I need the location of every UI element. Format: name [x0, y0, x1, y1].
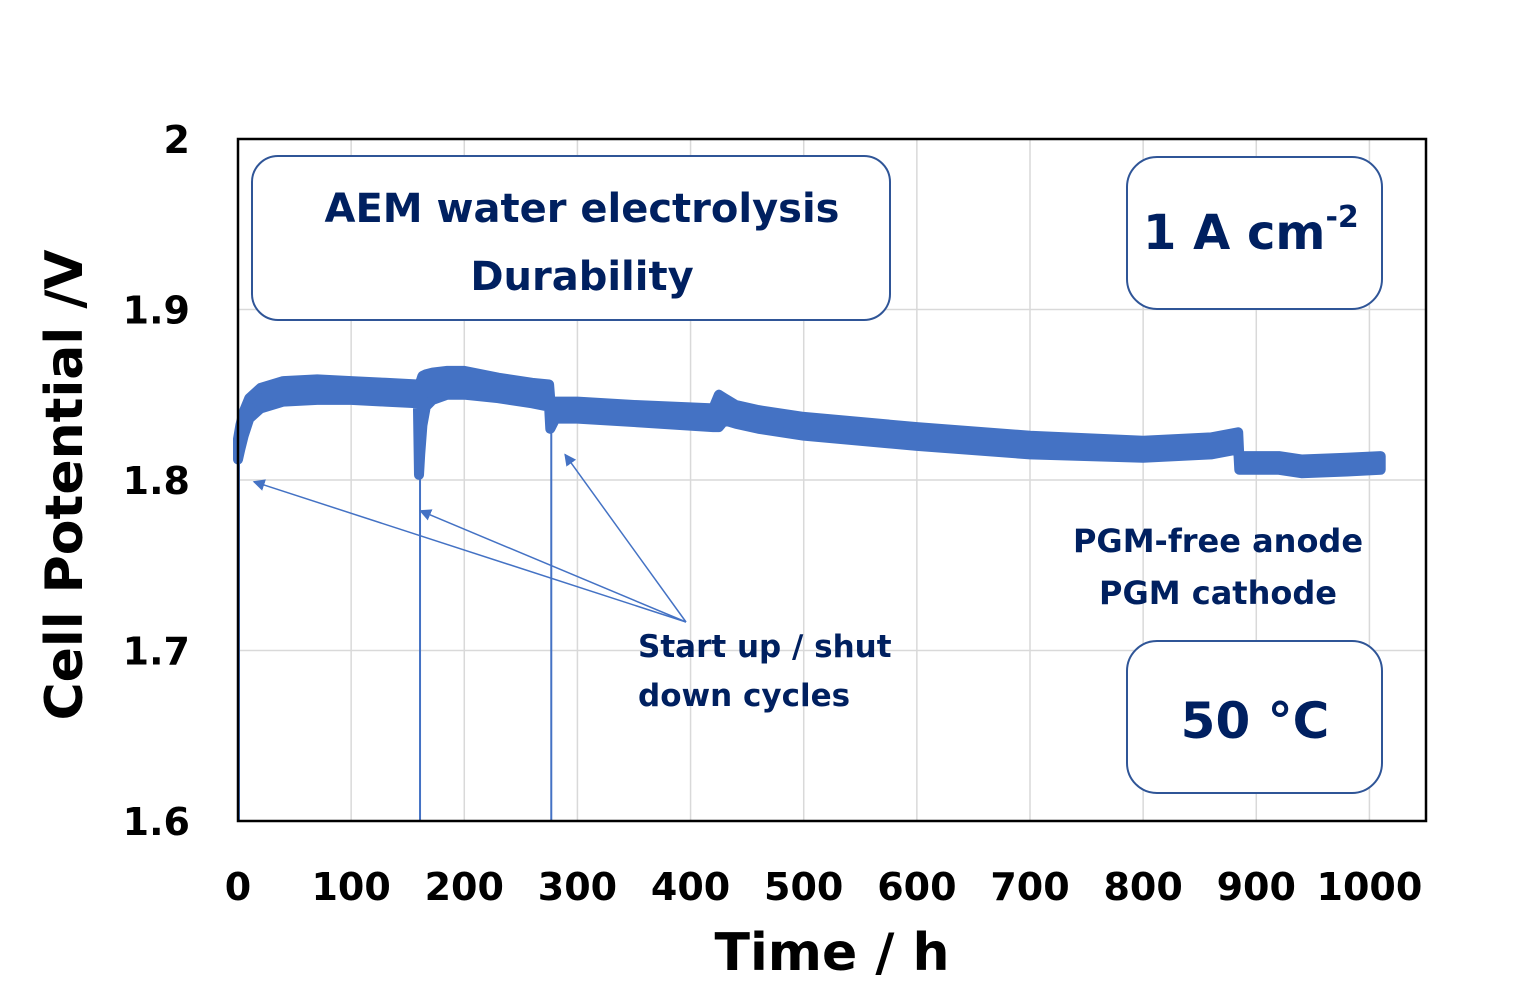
y-tick-label: 1.7	[123, 630, 190, 674]
x-tick-labels: 0 100 200 300 400 500 600 700 800 900 1000	[225, 865, 1423, 909]
electrodes-line-1: PGM-free anode	[1073, 522, 1363, 560]
annotation-arrow	[564, 453, 687, 623]
title-line-1: AEM water electrolysis	[325, 186, 840, 232]
y-tick-label: 1.9	[123, 289, 190, 333]
x-tick-label: 400	[651, 865, 730, 909]
data-band	[233, 365, 1386, 480]
data-band-layer	[233, 365, 1386, 480]
x-tick-label: 600	[877, 865, 956, 909]
annotation-arrow	[252, 479, 687, 623]
plot-frame	[236, 137, 1428, 823]
y-tick-label: 2	[164, 118, 190, 162]
x-tick-label: 100	[311, 865, 390, 909]
y-tick-label: 1.6	[123, 800, 190, 844]
x-tick-label: 300	[538, 865, 617, 909]
temperature-label: 50 °C	[1181, 692, 1330, 750]
current-density-value: 1 A cm	[1143, 205, 1325, 261]
temperature-box	[1126, 640, 1383, 794]
x-tick-label: 800	[1103, 865, 1182, 909]
current-density-exponent: -2	[1325, 200, 1358, 235]
x-tick-label: 700	[990, 865, 1069, 909]
y-tick-labels: 1.6 1.7 1.8 1.9 2	[123, 118, 190, 844]
y-axis-title: Cell Potential /V	[35, 249, 95, 720]
x-tick-label: 900	[1217, 865, 1296, 909]
vertical-markers	[238, 432, 553, 821]
x-axis-title: Time / h	[715, 923, 950, 983]
x-tick-label: 200	[425, 865, 504, 909]
x-tick-label: 1000	[1317, 865, 1423, 909]
cycles-line-1: Start up / shut	[638, 629, 892, 665]
x-tick-label: 500	[764, 865, 843, 909]
title-box	[251, 155, 891, 321]
current-density-box	[1126, 156, 1383, 310]
annotation-arrow	[419, 509, 687, 623]
title-line-2: Durability	[470, 254, 693, 300]
y-tick-label: 1.8	[123, 459, 190, 503]
cycles-line-2: down cycles	[638, 678, 850, 714]
x-tick-label: 0	[225, 865, 251, 909]
annotation-arrows	[252, 453, 687, 623]
current-density-label: 1 A cm-2	[1143, 200, 1359, 261]
electrodes-line-2: PGM cathode	[1099, 574, 1337, 612]
